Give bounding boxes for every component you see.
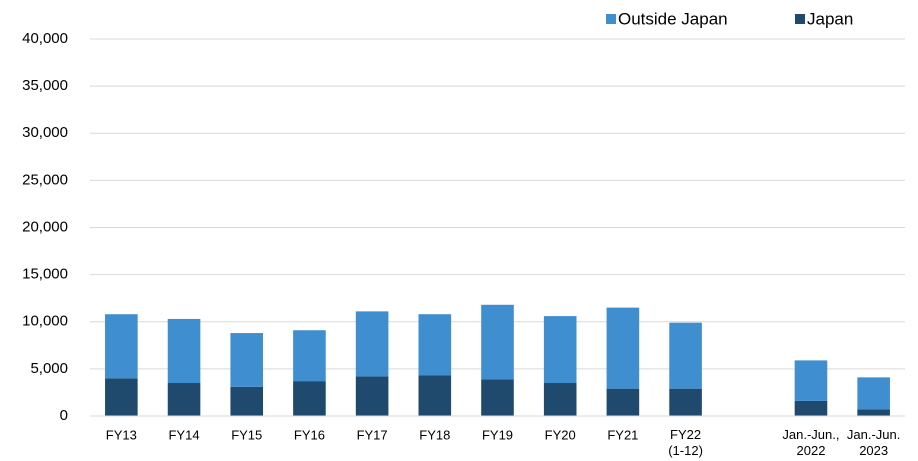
- bar-segment: [794, 400, 828, 416]
- bar-segment: [669, 388, 702, 416]
- legend-label: Outside Japan: [618, 9, 728, 28]
- bar-segment: [543, 316, 577, 384]
- bar-segment: [167, 318, 201, 384]
- bar-segment: [105, 378, 138, 416]
- bar-segment: [669, 322, 702, 389]
- x-tick-label-line: 2022: [797, 443, 826, 458]
- y-tick-label: 5,000: [30, 360, 68, 377]
- bar-segment: [418, 314, 452, 376]
- bar-segment: [857, 409, 890, 416]
- y-tick-label: 25,000: [22, 171, 68, 188]
- x-tick-label-line: 2023: [859, 443, 888, 458]
- bar-segment: [794, 360, 828, 401]
- bar-segment: [167, 383, 201, 416]
- x-tick-label: Jan.-Jun., 2022: [782, 427, 839, 458]
- bar-segment: [355, 376, 389, 416]
- legend-label: Japan: [807, 9, 853, 28]
- bar-segment: [481, 379, 514, 416]
- bar-segment: [293, 330, 326, 382]
- x-tick-label: FY16: [294, 427, 325, 442]
- bar-segment: [355, 311, 389, 377]
- y-tick-label: 10,000: [22, 313, 68, 330]
- y-tick-label: 0: [60, 407, 68, 424]
- legend-swatch: [606, 14, 616, 24]
- y-tick-label: 15,000: [22, 266, 68, 283]
- bar-segment: [293, 381, 326, 416]
- x-tick-label: FY15: [231, 427, 262, 442]
- x-tick-label: FY14: [168, 427, 199, 442]
- legend-swatch: [795, 14, 805, 24]
- x-tick-label-line: FY22: [670, 427, 701, 442]
- x-tick-label: FY19: [482, 427, 513, 442]
- bar-segment: [418, 375, 452, 416]
- x-tick-label: Jan.-Jun. 2023: [847, 427, 900, 458]
- x-tick-label: FY17: [357, 427, 388, 442]
- x-tick-label: FY21: [607, 427, 638, 442]
- y-tick-label: 35,000: [22, 77, 68, 94]
- bar-segment: [105, 314, 138, 379]
- bar-segment: [857, 377, 890, 410]
- x-tick-label: FY20: [545, 427, 576, 442]
- bar-segment: [543, 383, 577, 416]
- x-tick-label-line: Jan.-Jun.,: [782, 427, 839, 442]
- x-tick-label: FY13: [106, 427, 137, 442]
- x-tick-label: FY22 (1-12): [668, 427, 703, 458]
- x-tick-label-line: (1-12): [668, 443, 703, 458]
- bar-segment: [481, 304, 514, 380]
- y-tick-label: 20,000: [22, 218, 68, 235]
- y-tick-label: 40,000: [22, 30, 68, 47]
- bar-segment: [606, 388, 640, 416]
- bar-segment: [230, 333, 264, 387]
- x-tick-label: FY18: [419, 427, 450, 442]
- x-tick-label-line: Jan.-Jun.: [847, 427, 900, 442]
- bar-segment: [230, 386, 264, 416]
- bar-segment: [606, 307, 640, 389]
- y-tick-label: 30,000: [22, 124, 68, 141]
